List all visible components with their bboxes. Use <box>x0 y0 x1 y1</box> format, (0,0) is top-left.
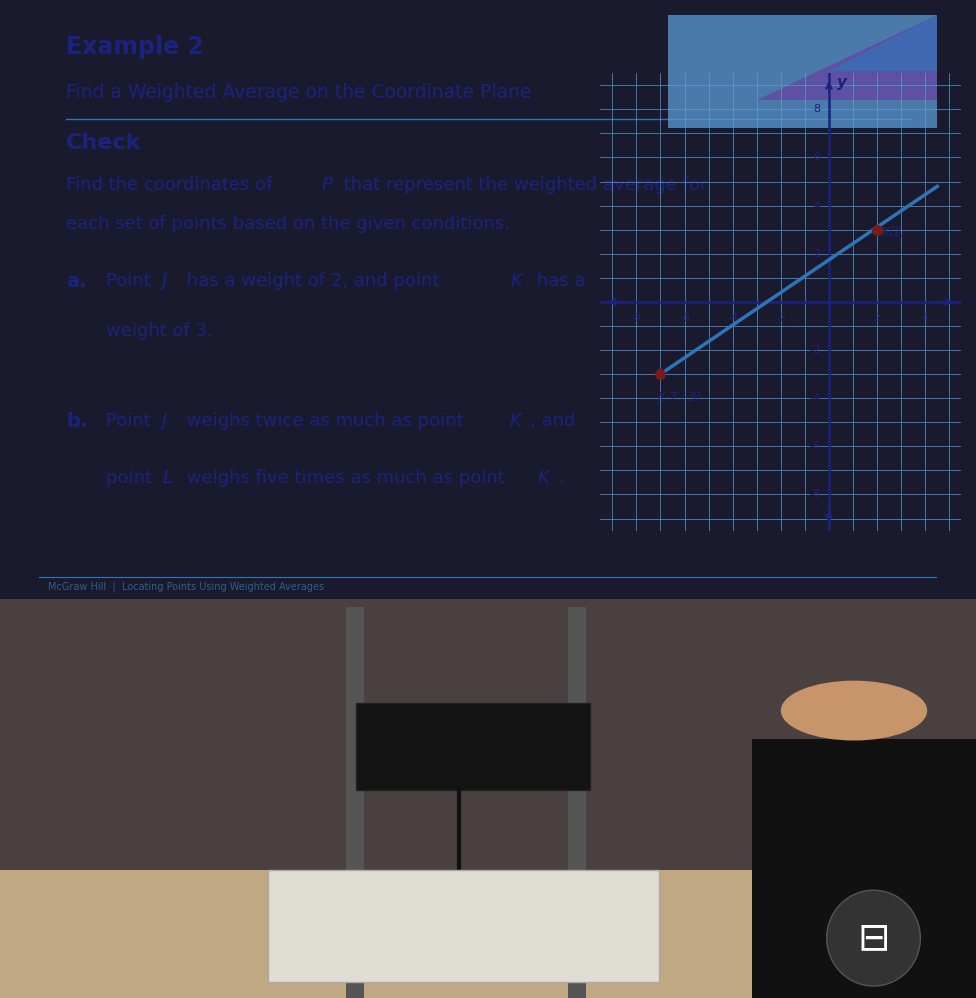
Text: -4: -4 <box>809 393 821 403</box>
Text: 8: 8 <box>813 105 821 115</box>
Text: McGraw Hill  |  Locating Points Using Weighted Averages: McGraw Hill | Locating Points Using Weig… <box>48 581 324 592</box>
Circle shape <box>781 681 927 741</box>
Text: L: L <box>162 469 172 487</box>
Text: that represent the weighted average for: that represent the weighted average for <box>338 176 708 194</box>
Text: 4: 4 <box>921 312 929 322</box>
Text: K: K <box>538 469 549 487</box>
Text: -6: -6 <box>809 441 821 451</box>
Text: Point: Point <box>106 271 157 289</box>
Text: 2: 2 <box>813 249 821 258</box>
Text: point: point <box>106 469 158 487</box>
Text: ⊟: ⊟ <box>857 919 890 957</box>
Text: -6: -6 <box>679 312 690 322</box>
Text: -4: -4 <box>727 312 738 322</box>
Text: weight of 3.: weight of 3. <box>106 322 213 340</box>
Text: Check: Check <box>66 134 142 154</box>
Text: 2: 2 <box>874 312 880 322</box>
Bar <box>0 870 976 998</box>
Text: -2: -2 <box>809 345 821 355</box>
Polygon shape <box>830 15 937 72</box>
Text: Point: Point <box>106 412 157 430</box>
Text: J(-7, -3): J(-7, -3) <box>658 391 702 404</box>
Text: a.: a. <box>66 271 87 290</box>
Bar <box>752 739 976 998</box>
Circle shape <box>827 890 920 986</box>
Text: , and: , and <box>530 412 576 430</box>
Text: P: P <box>322 176 333 194</box>
Text: J: J <box>162 412 167 430</box>
Text: weighs twice as much as point: weighs twice as much as point <box>181 412 469 430</box>
Bar <box>268 870 659 982</box>
Text: 6: 6 <box>814 153 821 163</box>
Text: 4: 4 <box>813 201 821 211</box>
Text: K: K <box>510 271 522 289</box>
Text: has a: has a <box>531 271 586 289</box>
Text: J: J <box>162 271 167 289</box>
Text: Find the coordinates of: Find the coordinates of <box>66 176 278 194</box>
Text: Example 2: Example 2 <box>66 35 204 59</box>
Text: -8: -8 <box>630 312 642 322</box>
Text: has a weight of 2, and point: has a weight of 2, and point <box>181 271 445 289</box>
Text: .: . <box>558 469 564 487</box>
Text: weighs five times as much as point: weighs five times as much as point <box>181 469 510 487</box>
Text: Find a Weighted Average on the Coordinate Plane: Find a Weighted Average on the Coordinat… <box>66 83 531 102</box>
Text: -8: -8 <box>809 489 821 499</box>
Text: each set of points based on the given conditions.: each set of points based on the given co… <box>66 216 510 234</box>
Polygon shape <box>668 15 937 128</box>
Bar <box>346 607 364 998</box>
Text: K: K <box>509 412 521 430</box>
Bar <box>568 607 586 998</box>
Text: y: y <box>837 75 847 90</box>
Text: K(2,: K(2, <box>882 226 906 239</box>
Text: -2: -2 <box>775 312 787 322</box>
Bar <box>356 703 590 790</box>
Text: b.: b. <box>66 412 87 431</box>
Polygon shape <box>757 15 937 100</box>
